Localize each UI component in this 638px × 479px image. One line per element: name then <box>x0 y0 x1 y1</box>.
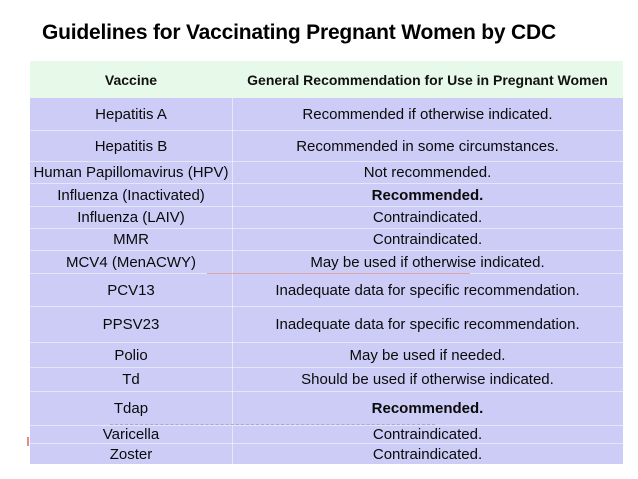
column-header-vaccine: Vaccine <box>104 71 158 88</box>
vaccine-cell: MMR <box>113 231 149 248</box>
recommendation-cell: Inadequate data for specific recommendat… <box>275 281 580 299</box>
pink-underline-artifact <box>207 273 470 274</box>
table-row: MMR Contraindicated. <box>30 228 623 250</box>
vaccine-cell: Tdap <box>113 400 149 417</box>
vaccine-cell: Hepatitis A <box>95 105 167 123</box>
table-row: Influenza (LAIV) Contraindicated. <box>30 206 623 228</box>
table-row: Hepatitis A Recommended if otherwise indi… <box>30 98 623 130</box>
vaccine-cell: Human Papillomavirus (HPV) <box>33 164 229 181</box>
vaccine-cell: PPSV23 <box>102 316 160 333</box>
recommendation-cell: Contraindicated. <box>372 426 483 443</box>
recommendation-cell: Not recommended. <box>363 164 492 181</box>
table-body: Hepatitis A Recommended if otherwise indi… <box>30 98 623 464</box>
vaccine-cell: MCV4 (MenACWY) <box>65 253 196 271</box>
column-divider <box>232 98 233 464</box>
vaccine-table: Vaccine General Recommendation for Use i… <box>30 61 623 464</box>
table-row: PCV13 Inadequate data for specific recomm… <box>30 273 623 306</box>
recommendation-cell: Contraindicated. <box>372 445 483 463</box>
vaccine-cell: Varicella <box>102 426 160 443</box>
vaccine-cell: Hepatitis B <box>94 137 168 155</box>
table-row: Varicella Contraindicated. <box>30 425 623 443</box>
dashed-row-separator <box>110 424 435 425</box>
table-row: Hepatitis B Recommended in some circumsta… <box>30 130 623 161</box>
vaccine-cell: Zoster <box>109 445 153 463</box>
recommendation-cell: Recommended if otherwise indicated. <box>302 105 553 123</box>
recommendation-cell: Recommended in some circumstances. <box>296 137 559 155</box>
recommendation-cell: Contraindicated. <box>372 209 483 226</box>
recommendation-cell: Should be used if otherwise indicated. <box>301 371 554 388</box>
recommendation-cell: Recommended. <box>371 400 484 417</box>
table-row: Zoster Contraindicated. <box>30 443 623 464</box>
table-header-row: Vaccine General Recommendation for Use i… <box>30 61 623 98</box>
column-header-recommendation: General Recommendation for Use in Pregna… <box>247 71 608 88</box>
recommendation-cell: Inadequate data for specific recommendat… <box>275 316 580 333</box>
table-row: PPSV23 Inadequate data for specific recom… <box>30 306 623 342</box>
table-row: Tdap Recommended. <box>30 391 623 425</box>
recommendation-cell: May be used if needed. <box>349 346 506 364</box>
recommendation-cell: May be used if otherwise indicated. <box>310 253 545 271</box>
table-row: Polio May be used if needed. <box>30 342 623 367</box>
vaccine-cell: PCV13 <box>107 281 155 299</box>
table-row: Influenza (Inactivated) Recommended. <box>30 183 623 206</box>
recommendation-cell: Recommended. <box>371 186 484 204</box>
recommendation-cell: Contraindicated. <box>372 231 483 248</box>
vaccine-cell: Polio <box>114 346 148 364</box>
red-tick-artifact <box>27 437 29 446</box>
vaccine-cell: Influenza (LAIV) <box>77 209 185 226</box>
page-title: Guidelines for Vaccinating Pregnant Wome… <box>42 21 556 44</box>
vaccine-cell: Influenza (Inactivated) <box>57 186 205 204</box>
table-row: Human Papillomavirus (HPV) Not recommende… <box>30 161 623 183</box>
table-row: MCV4 (MenACWY) May be used if otherwise i… <box>30 250 623 273</box>
vaccine-cell: Td <box>122 371 140 388</box>
table-row: Td Should be used if otherwise indicated. <box>30 367 623 391</box>
